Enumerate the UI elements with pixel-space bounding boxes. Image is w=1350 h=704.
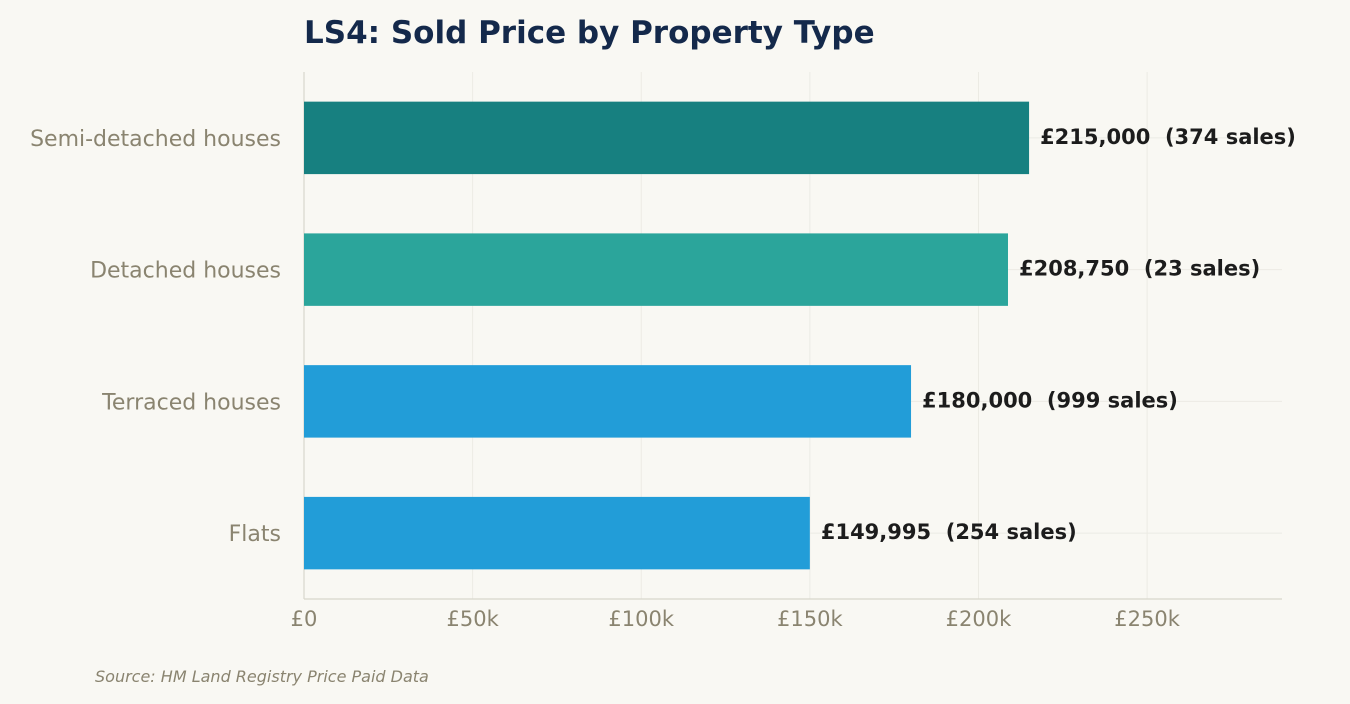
x-tick-label: £250k bbox=[1114, 607, 1180, 631]
x-tick-label: £50k bbox=[446, 607, 499, 631]
x-tick-label: £150k bbox=[777, 607, 843, 631]
data-label: £149,995 (254 sales) bbox=[821, 520, 1077, 544]
value-labels: £215,000 (374 sales) £208,750 (23 sales) £… bbox=[821, 125, 1296, 544]
category-label: Semi-detached houses bbox=[30, 127, 281, 152]
bar bbox=[304, 101, 1030, 175]
category-label: Detached houses bbox=[90, 259, 281, 284]
x-tick-label: £100k bbox=[608, 607, 674, 631]
category-label: Terraced houses bbox=[101, 390, 281, 415]
category-label: Flats bbox=[229, 522, 281, 547]
x-tick-labels: £0 £50k £100k £150k £200k £250k bbox=[291, 607, 1181, 631]
data-label: £215,000 (374 sales) bbox=[1040, 125, 1296, 149]
x-tick-label: £0 bbox=[291, 607, 318, 631]
source-note: Source: HM Land Registry Price Paid Data bbox=[95, 667, 429, 686]
bar bbox=[304, 365, 912, 438]
chart-title: LS4: Sold Price by Property Type bbox=[304, 15, 875, 51]
bar bbox=[304, 233, 1008, 306]
category-labels: Semi-detached houses Detached houses Terra… bbox=[30, 127, 281, 547]
data-label: £180,000 (999 sales) bbox=[922, 388, 1178, 412]
bars bbox=[304, 101, 1030, 570]
data-label: £208,750 (23 sales) bbox=[1019, 257, 1260, 281]
x-tick-label: £200k bbox=[946, 607, 1012, 631]
bar bbox=[304, 496, 810, 570]
